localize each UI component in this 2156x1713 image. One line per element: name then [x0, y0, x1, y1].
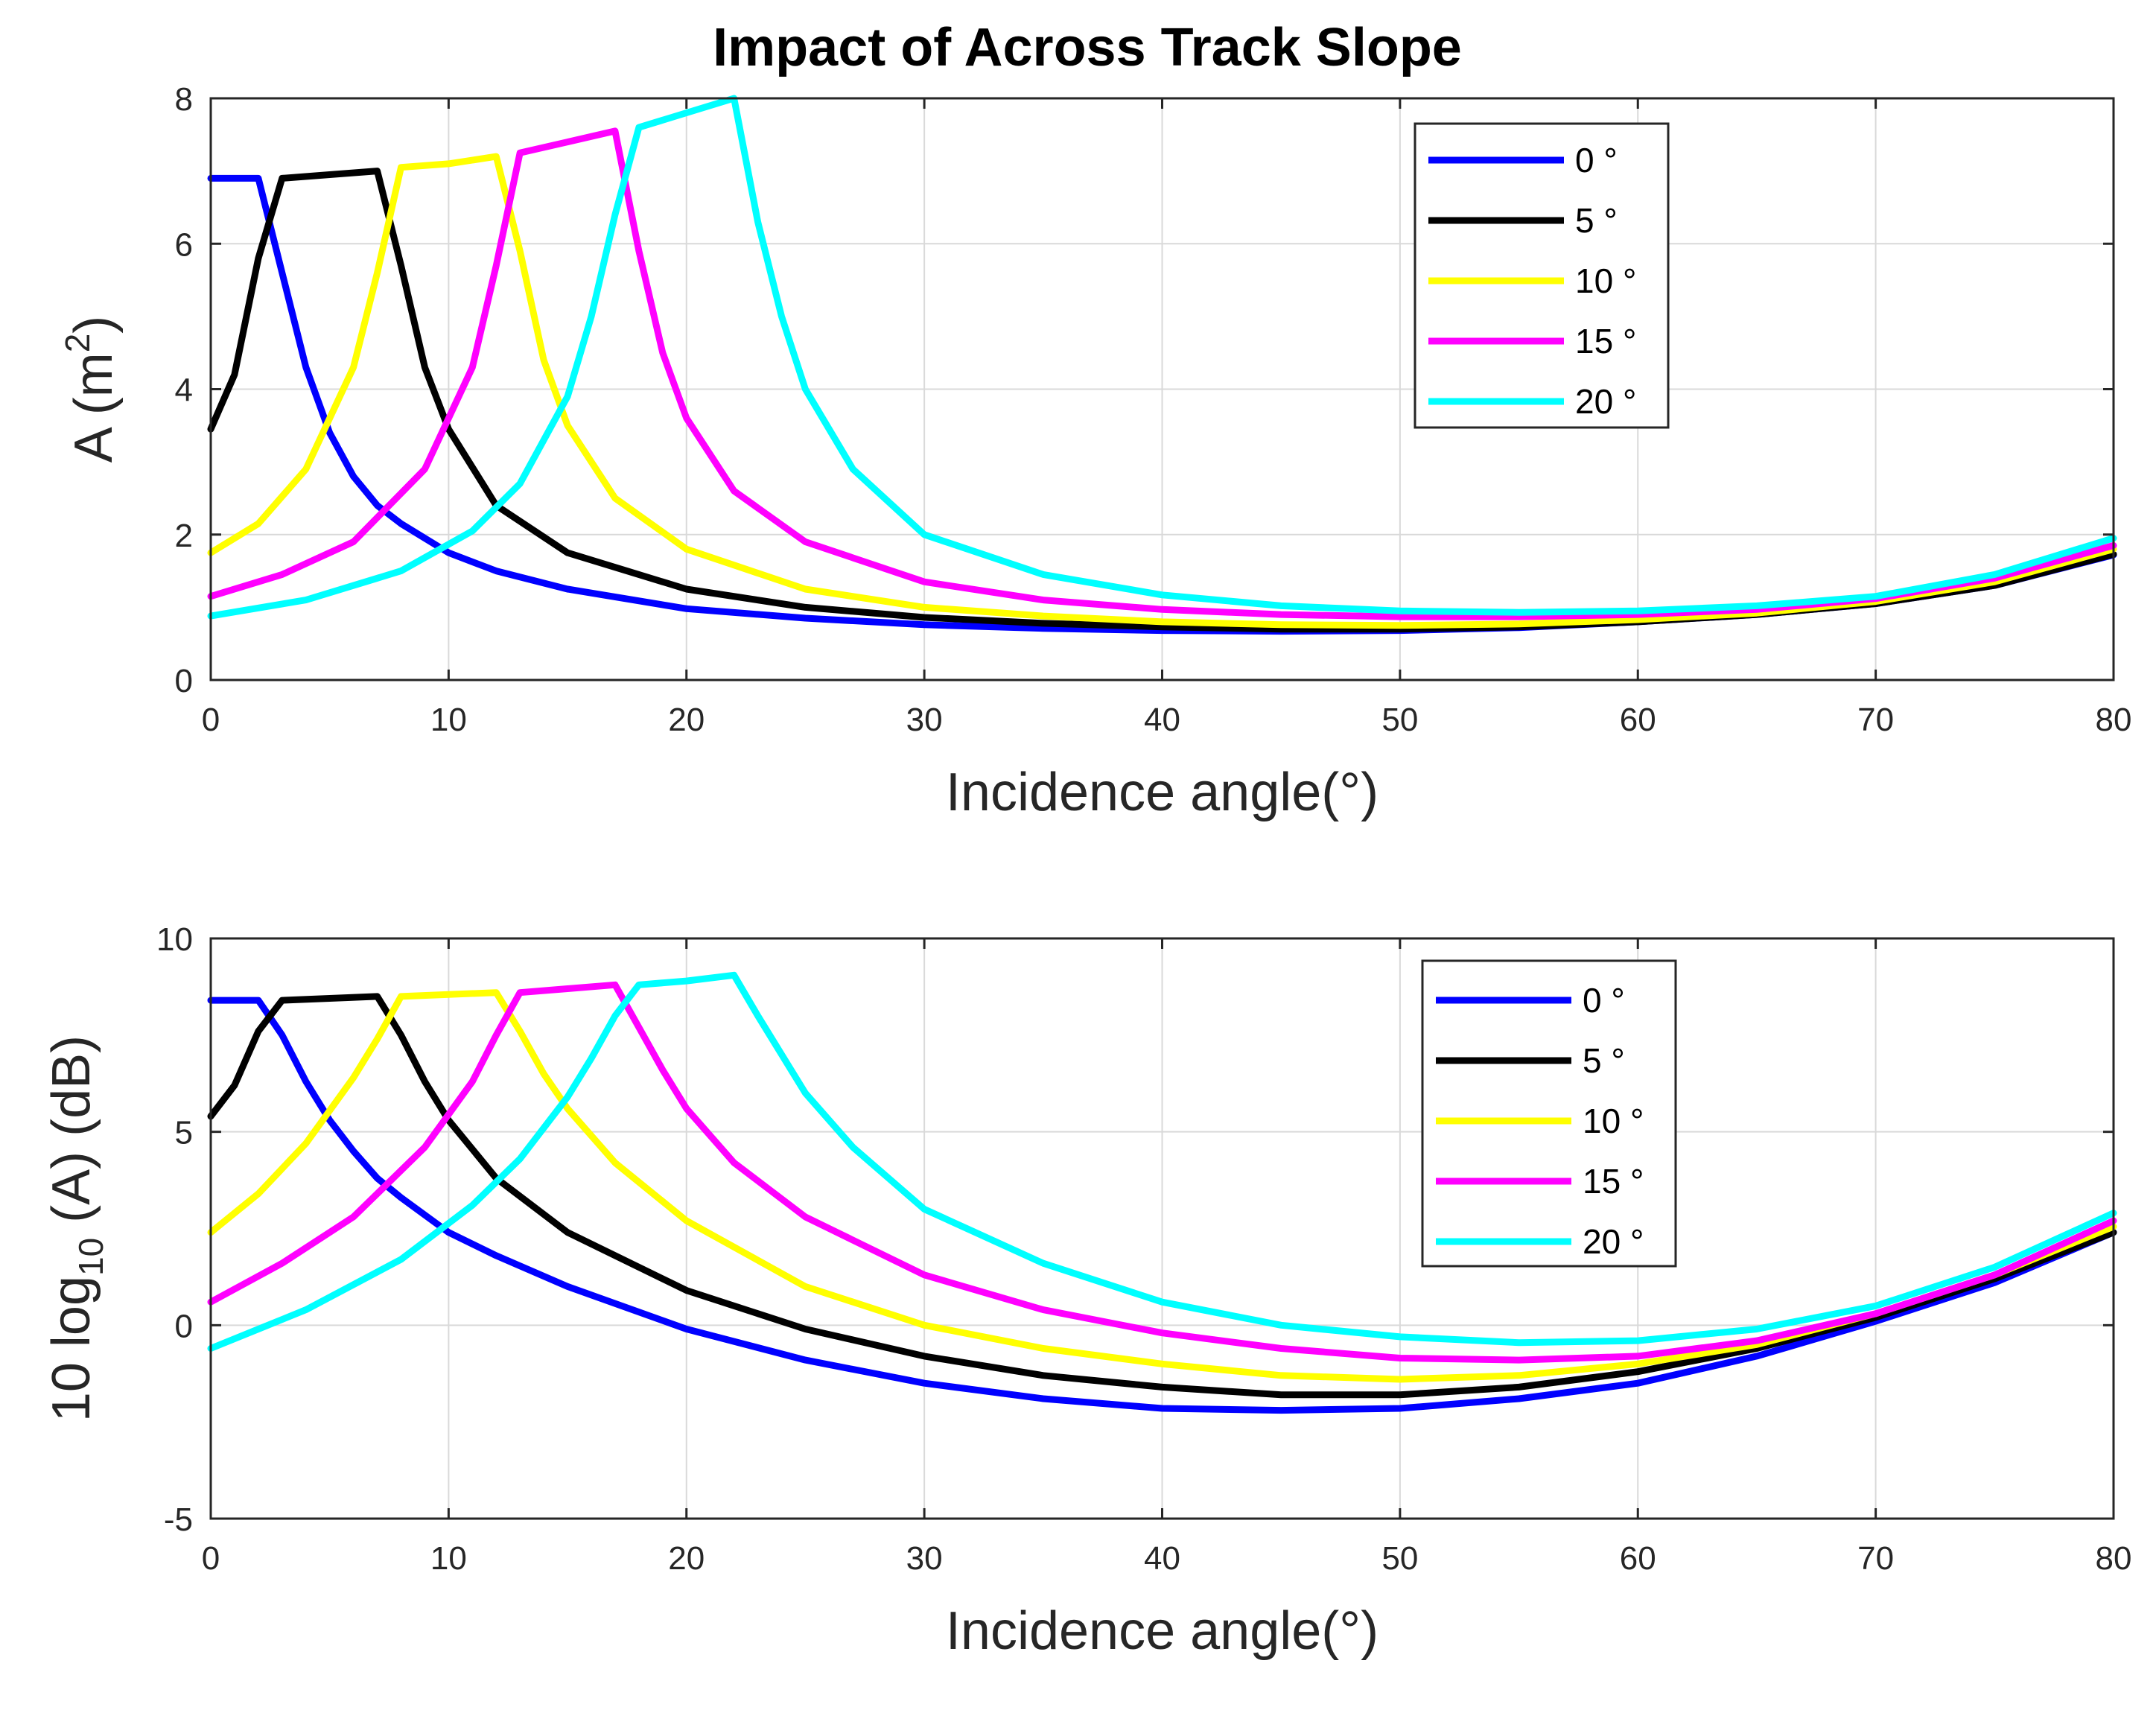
bottom-series-line-3 [207, 981, 2117, 1364]
bottom-x-tick-label: 20 [668, 1540, 705, 1577]
figure-title: Impact of Across Track Slope [713, 18, 1462, 77]
top-series-line-3 [207, 127, 2117, 620]
bottom-y-tick-label: -5 [164, 1501, 193, 1538]
top-x-tick-label: 20 [668, 702, 705, 738]
top-y-tick-label: 0 [175, 663, 193, 699]
top-legend-label-3: 15 ° [1575, 322, 1636, 360]
bottom-y-axis-label-sub: 10 [71, 1238, 110, 1276]
bottom-y-axis-label-end: (A) (dB) [42, 1035, 101, 1238]
top-legend-label-0: 0 ° [1575, 141, 1618, 179]
top-x-tick-label: 70 [1857, 702, 1894, 738]
top-y-tick-label: 6 [175, 226, 193, 263]
bottom-x-tick-label: 40 [1144, 1540, 1180, 1577]
top-series-line-2 [207, 153, 2117, 629]
bottom-legend: 0 ° 5 ° 10 ° 15 ° 20 ° [1421, 959, 1677, 1268]
bottom-x-tick-label: 0 [202, 1540, 220, 1577]
top-x-tick-label: 10 [430, 702, 467, 738]
bottom-x-tick-label: 80 [2096, 1540, 2132, 1577]
bottom-x-tick-label: 30 [906, 1540, 943, 1577]
top-x-tick-label: 60 [1620, 702, 1656, 738]
top-series-line-4 [207, 95, 2117, 620]
bottom-x-tick-label: 10 [430, 1540, 467, 1577]
top-legend-label-2: 10 ° [1575, 261, 1636, 300]
bottom-y-axis-label-main: 10 log [42, 1276, 101, 1422]
bottom-series-line-2 [207, 989, 2117, 1383]
bottom-x-axis-label: Incidence angle(°) [946, 1601, 1378, 1661]
bottom-legend-label-2: 10 ° [1583, 1102, 1644, 1140]
bottom-x-tick-label: 70 [1857, 1540, 1894, 1577]
top-x-tick-label: 40 [1144, 702, 1180, 738]
bottom-y-tick-label: 10 [156, 921, 193, 958]
bottom-legend-box [1421, 959, 1677, 1268]
chart-top: 0 10 20 30 40 50 60 70 80 0 2 4 6 8 Incidence angle(°)… [58, 81, 2131, 822]
top-y-axis-label-sup: 2 [58, 334, 97, 353]
top-legend-box [1414, 122, 1670, 429]
top-legend-label-4: 20 ° [1575, 382, 1636, 421]
bottom-x-tick-label: 50 [1381, 1540, 1418, 1577]
bottom-series-line-1 [207, 993, 2117, 1399]
bottom-legend-label-4: 20 ° [1583, 1222, 1644, 1261]
bottom-series-line-4 [207, 971, 2117, 1352]
bottom-y-tick-label: 5 [175, 1115, 193, 1151]
bottom-legend-label-0: 0 ° [1583, 981, 1625, 1020]
top-y-axis-label-end: ) [64, 316, 124, 334]
top-x-tick-label: 0 [202, 702, 220, 738]
bottom-legend-label-3: 15 ° [1583, 1162, 1644, 1201]
top-y-tick-label: 2 [175, 518, 193, 554]
top-x-axis-label: Incidence angle(°) [946, 763, 1378, 822]
bottom-y-axis-label: 10 log10 (A) (dB) [42, 1035, 110, 1422]
top-y-axis-label-main: A (m [64, 352, 124, 463]
top-x-tick-label: 80 [2096, 702, 2132, 738]
bottom-y-tick-label: 0 [175, 1308, 193, 1344]
top-y-tick-label: 8 [175, 81, 193, 118]
top-legend-label-1: 5 ° [1575, 201, 1618, 240]
top-x-tick-label: 50 [1381, 702, 1418, 738]
top-legend: 0 ° 5 ° 10 ° 15 ° 20 ° [1414, 122, 1670, 429]
bottom-x-tick-label: 60 [1620, 1540, 1656, 1577]
top-x-tick-label: 30 [906, 702, 943, 738]
top-y-axis-label: A (m2) [58, 316, 124, 463]
bottom-legend-label-1: 5 ° [1583, 1041, 1625, 1080]
top-y-tick-label: 4 [175, 372, 193, 409]
